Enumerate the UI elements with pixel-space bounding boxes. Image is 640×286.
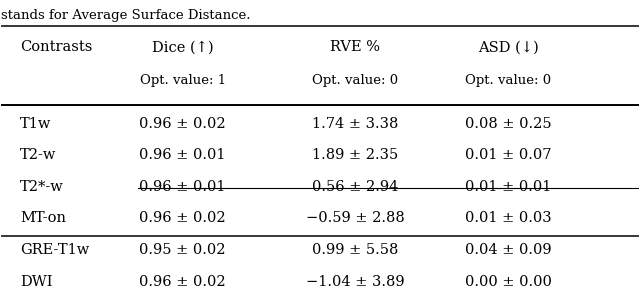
Text: 0.99 ± 5.58: 0.99 ± 5.58 xyxy=(312,243,398,257)
Text: stands for Average Surface Distance.: stands for Average Surface Distance. xyxy=(1,9,250,22)
Text: 0.01 ± 0.03: 0.01 ± 0.03 xyxy=(465,211,552,225)
Text: Dice (↑): Dice (↑) xyxy=(152,40,214,54)
Text: Opt. value: 0: Opt. value: 0 xyxy=(312,74,398,87)
Text: 0.08 ± 0.25: 0.08 ± 0.25 xyxy=(465,117,552,131)
Text: Opt. value: 1: Opt. value: 1 xyxy=(140,74,226,87)
Text: 1.74 ± 3.38: 1.74 ± 3.38 xyxy=(312,117,398,131)
Text: T2-w: T2-w xyxy=(20,148,56,162)
Text: −0.59 ± 2.88: −0.59 ± 2.88 xyxy=(306,211,404,225)
Text: GRE-T1w: GRE-T1w xyxy=(20,243,89,257)
Text: 0.96 ± 0.01: 0.96 ± 0.01 xyxy=(140,180,226,194)
Text: T1w: T1w xyxy=(20,117,51,131)
Text: 0.00 ± 0.00: 0.00 ± 0.00 xyxy=(465,275,552,286)
Text: T2*-w: T2*-w xyxy=(20,180,63,194)
Text: Opt. value: 0: Opt. value: 0 xyxy=(465,74,552,87)
Text: 0.96 ± 0.01: 0.96 ± 0.01 xyxy=(140,148,226,162)
Text: MT-on: MT-on xyxy=(20,211,66,225)
Text: −1.04 ± 3.89: −1.04 ± 3.89 xyxy=(306,275,404,286)
Text: 0.01 ± 0.07: 0.01 ± 0.07 xyxy=(465,148,552,162)
Text: ASD (↓): ASD (↓) xyxy=(478,40,539,54)
Text: 0.96 ± 0.02: 0.96 ± 0.02 xyxy=(140,117,226,131)
Text: 0.95 ± 0.02: 0.95 ± 0.02 xyxy=(140,243,226,257)
Text: 0.01 ± 0.01: 0.01 ± 0.01 xyxy=(465,180,552,194)
Text: DWI: DWI xyxy=(20,275,52,286)
Text: 0.04 ± 0.09: 0.04 ± 0.09 xyxy=(465,243,552,257)
Text: 0.96 ± 0.02: 0.96 ± 0.02 xyxy=(140,275,226,286)
Text: 1.89 ± 2.35: 1.89 ± 2.35 xyxy=(312,148,398,162)
Text: 0.56 ± 2.94: 0.56 ± 2.94 xyxy=(312,180,398,194)
Text: RVE %: RVE % xyxy=(330,40,380,54)
Text: 0.96 ± 0.02: 0.96 ± 0.02 xyxy=(140,211,226,225)
Text: Contrasts: Contrasts xyxy=(20,40,92,54)
